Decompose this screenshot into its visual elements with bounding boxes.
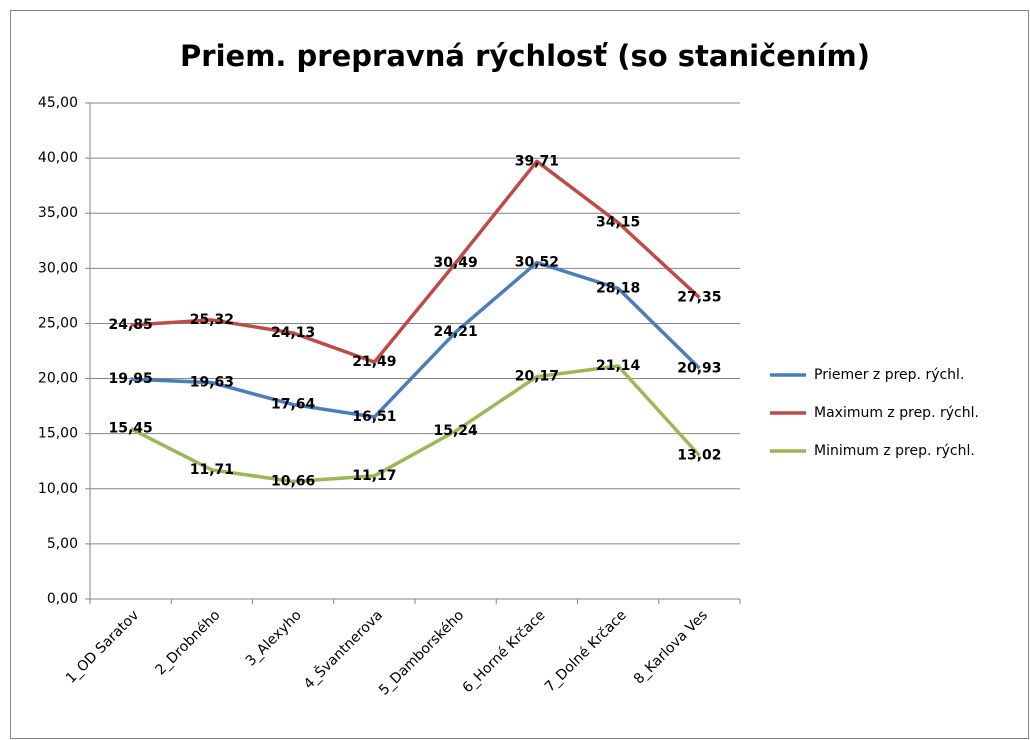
y-tick-label: 40,00 (38, 150, 78, 166)
data-label: 16,51 (352, 409, 396, 425)
data-label: 13,02 (677, 447, 721, 463)
line-series (130, 159, 701, 364)
data-label: 28,18 (596, 280, 640, 296)
data-label: 20,93 (677, 360, 721, 376)
data-label: 21,49 (352, 354, 396, 370)
data-label: 27,35 (677, 290, 721, 306)
y-tick-label: 10,00 (38, 481, 78, 497)
y-tick-label: 30,00 (38, 260, 78, 276)
y-tick-label: 35,00 (38, 205, 78, 221)
line-series (130, 260, 701, 419)
data-label: 25,32 (190, 312, 234, 328)
legend-label: Priemer z prep. rýchl. (814, 367, 964, 383)
data-label: 15,45 (108, 421, 152, 437)
data-label: 11,71 (190, 462, 234, 478)
line-series (129, 364, 701, 484)
data-label: 24,13 (271, 325, 315, 341)
legend-label: Maximum z prep. rýchl. (814, 405, 979, 421)
data-label: 30,49 (433, 255, 477, 271)
legend-label: Minimum z prep. rýchl. (814, 443, 975, 459)
data-label: 30,52 (515, 255, 559, 271)
chart-title: Priem. prepravná rýchlosť (so staničením… (180, 39, 870, 73)
chart-frame (10, 10, 1029, 739)
y-tick-label: 15,00 (38, 426, 78, 442)
data-label: 24,85 (108, 317, 152, 333)
data-label: 19,95 (108, 371, 152, 387)
y-tick-label: 25,00 (38, 315, 78, 331)
data-label: 34,15 (596, 215, 640, 231)
data-label: 11,17 (352, 468, 396, 484)
data-label: 19,63 (190, 375, 234, 391)
data-label: 17,64 (271, 397, 316, 413)
data-label: 21,14 (596, 358, 641, 374)
y-tick-label: 45,00 (38, 95, 78, 111)
data-label: 15,24 (433, 423, 478, 439)
y-tick-label: 20,00 (38, 371, 78, 387)
data-label: 24,21 (433, 324, 477, 340)
y-tick-label: 0,00 (47, 591, 78, 607)
data-label: 20,17 (515, 369, 559, 385)
y-tick-label: 5,00 (47, 536, 78, 552)
data-label: 10,66 (271, 474, 315, 490)
data-label: 39,71 (515, 153, 559, 169)
